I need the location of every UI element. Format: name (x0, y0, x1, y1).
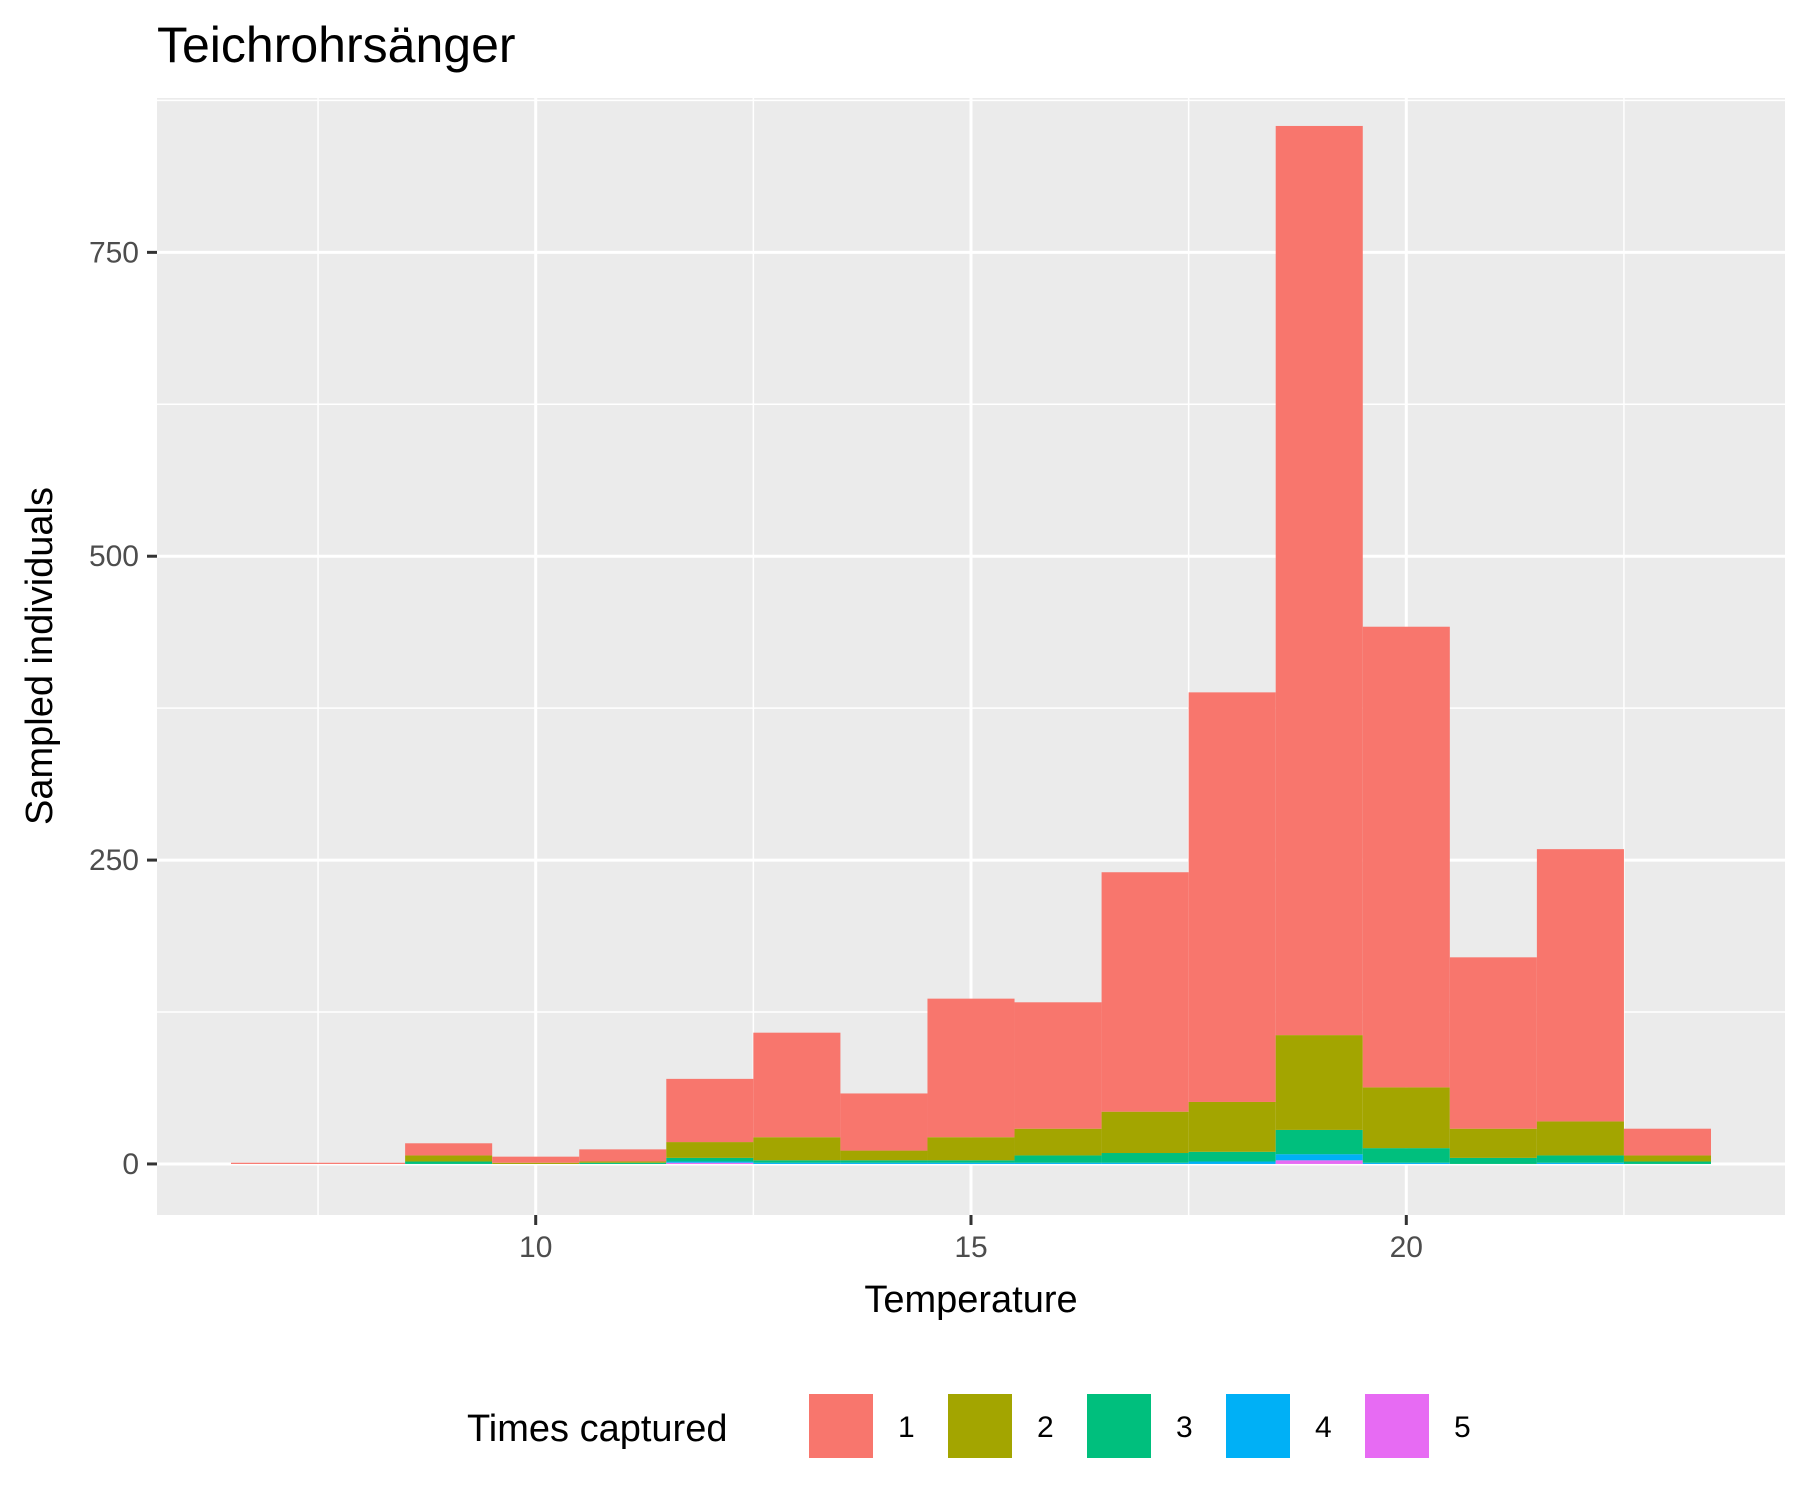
y-tick-label: 0 (122, 1148, 139, 1181)
bar-series-4-bin-13 (753, 1162, 841, 1164)
bar-series-4-bin-20 (1362, 1162, 1450, 1164)
bar-series-1-bin-12 (666, 1078, 754, 1143)
bar-series-1-bin-9 (405, 1143, 493, 1156)
bar-series-1-bin-23 (1623, 1128, 1711, 1156)
bar-series-3-bin-11 (579, 1162, 667, 1164)
y-axis: 0 250 500 750 (89, 236, 157, 1181)
legend-items: 1 2 3 4 5 (807, 1392, 1471, 1460)
x-tick-label: 10 (519, 1231, 552, 1264)
histogram-bars (231, 125, 1711, 1164)
bar-series-3-bin-12 (666, 1157, 754, 1162)
bar-series-2-bin-23 (1623, 1155, 1711, 1162)
bar-series-3-bin-16 (1014, 1155, 1102, 1163)
x-tick-label: 15 (954, 1231, 987, 1264)
bar-series-4-bin-14 (840, 1162, 928, 1164)
bar-series-2-bin-11 (579, 1161, 667, 1163)
bar-series-2-bin-15 (927, 1137, 1015, 1161)
y-tick-label: 500 (89, 540, 139, 573)
bar-series-4-bin-15 (927, 1162, 1015, 1164)
bar-series-2-bin-21 (1449, 1128, 1537, 1158)
x-tick-label: 20 (1390, 1231, 1423, 1264)
bar-series-1-bin-10 (492, 1156, 580, 1163)
bar-series-2-bin-9 (405, 1155, 493, 1162)
x-axis: 10 15 20 (519, 1215, 1423, 1264)
legend-title: Times captured (467, 1408, 727, 1450)
bar-series-3-bin-20 (1362, 1148, 1450, 1163)
bar-series-1-bin-21 (1449, 957, 1537, 1129)
legend-label-2: 2 (1037, 1411, 1054, 1444)
bar-series-1-bin-18 (1188, 692, 1276, 1102)
bar-series-5-bin-12 (666, 1162, 754, 1164)
y-axis-title: Sampled individuals (19, 487, 61, 825)
bar-series-3-bin-19 (1275, 1129, 1363, 1155)
legend-key-2 (946, 1392, 1014, 1460)
legend-label-3: 3 (1176, 1411, 1193, 1444)
bar-series-1-bin-19 (1275, 125, 1363, 1036)
bar-series-3-bin-9 (405, 1161, 493, 1164)
bar-series-2-bin-13 (753, 1137, 841, 1161)
bar-series-2-bin-10 (492, 1162, 580, 1164)
legend-key-1 (807, 1392, 875, 1460)
legend: Times captured 1 2 3 4 5 (467, 1392, 1471, 1460)
bar-series-2-bin-17 (1101, 1111, 1189, 1154)
bar-series-3-bin-14 (840, 1160, 928, 1163)
bar-series-2-bin-19 (1275, 1035, 1363, 1130)
bar-series-2-bin-12 (666, 1142, 754, 1158)
bar-series-4-bin-19 (1275, 1154, 1363, 1161)
chart-title: Teichrohrsänger (157, 17, 516, 73)
bar-series-1-bin-16 (1014, 1002, 1102, 1129)
bar-series-2-bin-14 (840, 1150, 928, 1161)
legend-key-4 (1224, 1392, 1292, 1460)
bar-series-1-bin-7 (231, 1162, 319, 1164)
legend-key-5 (1363, 1392, 1431, 1460)
bar-series-4-bin-22 (1536, 1162, 1624, 1164)
bar-series-1-bin-8 (318, 1162, 406, 1164)
bar-series-1-bin-17 (1101, 872, 1189, 1112)
bar-series-2-bin-22 (1536, 1121, 1624, 1156)
legend-label-5: 5 (1454, 1411, 1471, 1444)
y-tick-label: 250 (89, 844, 139, 877)
y-tick-label: 750 (89, 236, 139, 269)
bar-series-4-bin-16 (1014, 1162, 1102, 1164)
bar-series-2-bin-20 (1362, 1087, 1450, 1149)
bar-series-3-bin-23 (1623, 1161, 1711, 1164)
bar-series-2-bin-16 (1014, 1128, 1102, 1156)
bar-series-3-bin-22 (1536, 1155, 1624, 1163)
legend-label-1: 1 (898, 1411, 915, 1444)
bar-series-4-bin-17 (1101, 1162, 1189, 1164)
bar-series-4-bin-18 (1188, 1161, 1276, 1164)
bar-series-3-bin-15 (927, 1160, 1015, 1163)
bar-series-3-bin-13 (753, 1160, 841, 1163)
bar-series-1-bin-20 (1362, 626, 1450, 1088)
bar-series-1-bin-11 (579, 1149, 667, 1162)
bar-series-5-bin-19 (1275, 1160, 1363, 1164)
legend-label-4: 4 (1315, 1411, 1332, 1444)
bar-series-1-bin-13 (753, 1032, 841, 1138)
bar-series-1-bin-15 (927, 998, 1015, 1138)
legend-key-3 (1085, 1392, 1153, 1460)
bar-series-2-bin-18 (1188, 1101, 1276, 1152)
x-axis-title: Temperature (864, 1279, 1077, 1321)
bar-series-4-bin-12 (666, 1161, 754, 1163)
bar-series-1-bin-14 (840, 1093, 928, 1151)
bar-series-3-bin-18 (1188, 1151, 1276, 1162)
bar-series-1-bin-22 (1536, 849, 1624, 1122)
bar-series-3-bin-21 (1449, 1157, 1537, 1164)
bar-series-3-bin-17 (1101, 1153, 1189, 1163)
